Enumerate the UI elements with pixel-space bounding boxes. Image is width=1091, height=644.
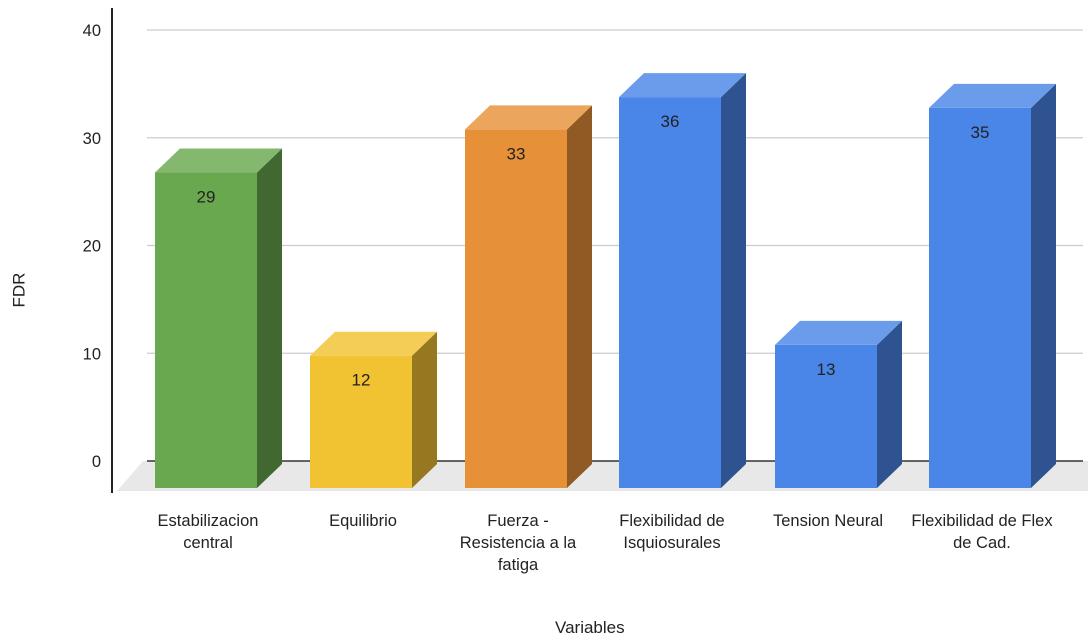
bar-top [155, 148, 282, 173]
bar-front [155, 172, 257, 488]
bar [775, 320, 902, 488]
bar-front [465, 129, 567, 489]
bar [310, 331, 437, 488]
bar-top [775, 320, 902, 345]
bar-front [929, 107, 1031, 488]
bar-front [775, 344, 877, 488]
y-tick-label: 40 [83, 22, 101, 40]
bar [465, 105, 592, 489]
bar-side [412, 331, 437, 488]
bar-top [310, 331, 437, 356]
bar-top [929, 83, 1056, 108]
bar-front [310, 355, 412, 488]
y-axis-title: FDR [9, 272, 29, 308]
bar-top [465, 105, 592, 130]
x-category-label: Fuerza - Resistencia a la fatiga [459, 512, 577, 574]
x-category-label: Tension Neural [772, 512, 884, 530]
bar-value-label: 33 [507, 144, 526, 163]
bar-value-label: 35 [971, 123, 990, 142]
bar-value-label: 13 [817, 360, 836, 379]
bar-value-label: 29 [197, 188, 216, 207]
x-category-label: Flexibilidad de Flex de Cad. [911, 512, 1053, 552]
x-category-label: Equilibrio [329, 512, 397, 530]
bar [619, 73, 746, 488]
bar-top [619, 73, 746, 98]
x-axis-title: Variables [555, 618, 625, 637]
bar [155, 148, 282, 488]
bar-value-label: 36 [661, 112, 680, 131]
y-tick-label: 30 [83, 130, 101, 148]
y-tick-label: 0 [92, 453, 101, 471]
bar-side [1031, 83, 1056, 488]
bar [929, 83, 1056, 488]
y-tick-label: 10 [83, 345, 101, 363]
bar-value-label: 12 [352, 371, 371, 390]
bar-side [721, 73, 746, 488]
bar-side [567, 105, 592, 489]
y-tick-label: 20 [83, 238, 101, 256]
x-category-label: Flexibilidad de Isquiosurales [619, 512, 725, 552]
bar-side [257, 148, 282, 488]
bar-front [619, 97, 721, 488]
bar-side [877, 320, 902, 488]
x-category-label: Estabilizacion central [157, 512, 259, 552]
